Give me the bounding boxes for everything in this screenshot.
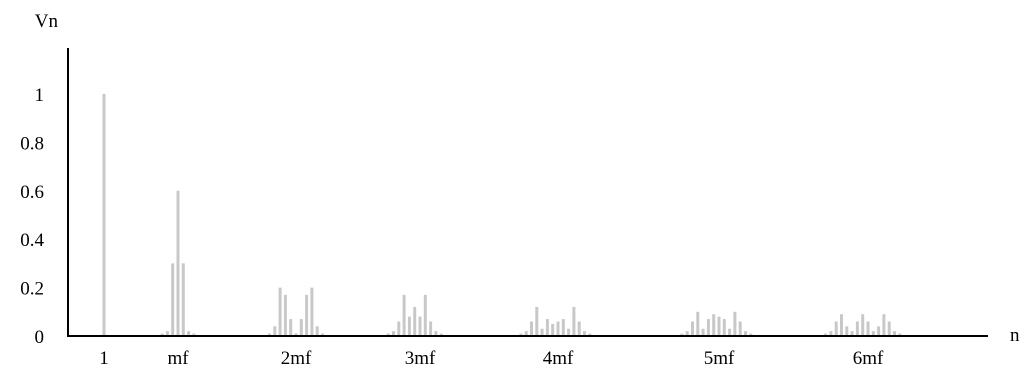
x-tick-label: 6mf: [853, 348, 884, 369]
x-tick-label: 3mf: [405, 348, 436, 369]
y-tick-label: 0.8: [20, 133, 44, 154]
x-tick-label: 2mf: [281, 348, 312, 369]
x-tick-label: mf: [167, 348, 189, 369]
x-tick-label: 5mf: [704, 348, 735, 369]
x-tick-label: 1: [99, 348, 109, 369]
y-tick-label: 1: [35, 85, 45, 106]
y-tick-label: 0.4: [20, 230, 44, 251]
bars-layer: [102, 94, 902, 336]
x-axis-label: n: [1010, 325, 1020, 346]
y-tick-label: 0.6: [20, 182, 44, 203]
y-tick-label: 0: [35, 327, 45, 348]
x-tick-labels: 1 mf 2mf 3mf 4mf 5mf 6mf: [99, 348, 884, 369]
x-tick-label: 4mf: [543, 348, 574, 369]
y-tick-label: 0.2: [20, 279, 44, 300]
y-tick-labels: 0 0.2 0.4 0.6 0.8 1: [20, 85, 44, 348]
y-axis-label: Vn: [35, 11, 59, 32]
